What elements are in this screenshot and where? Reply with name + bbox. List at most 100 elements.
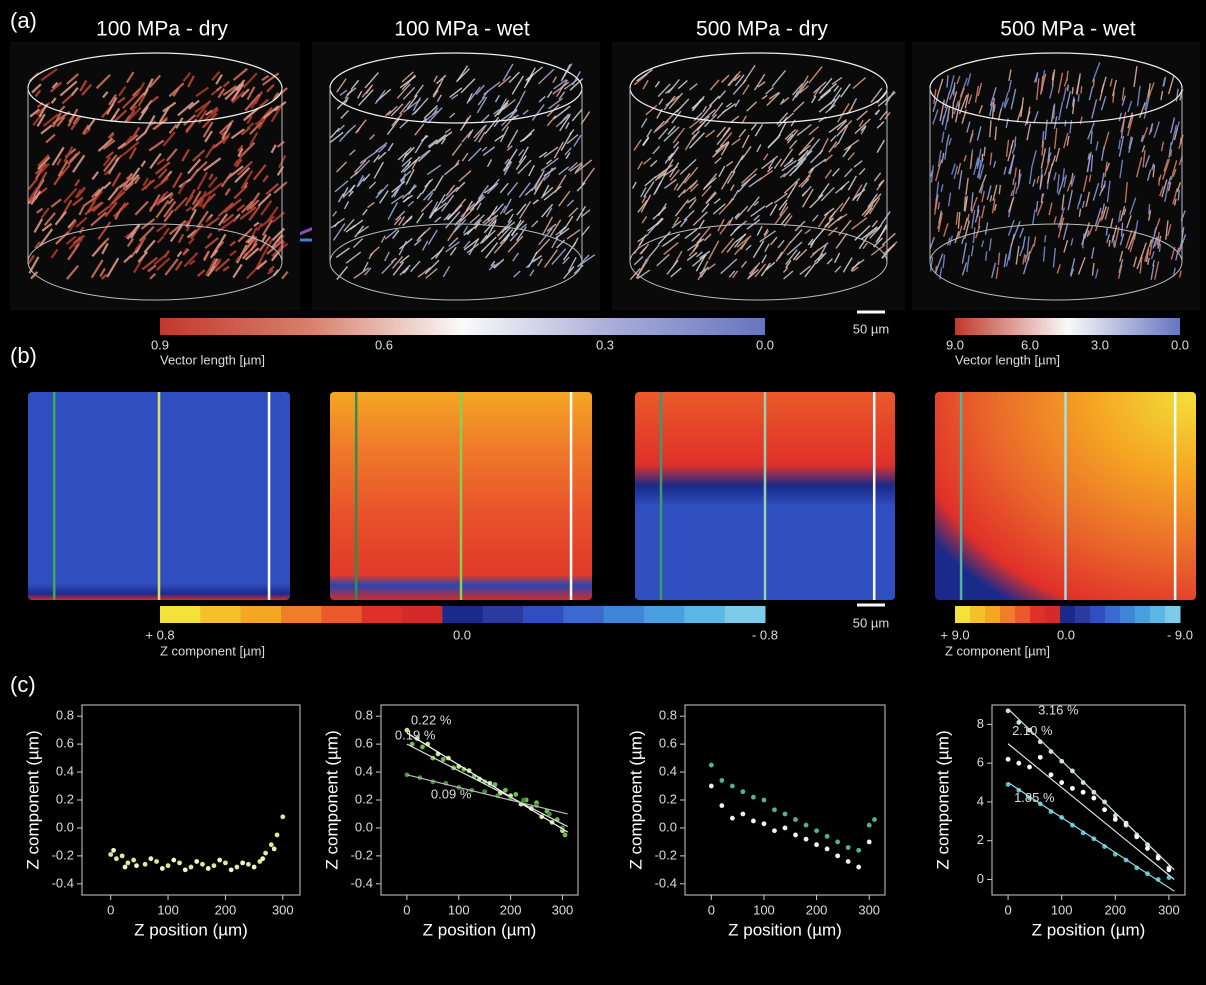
vector: [385, 110, 392, 117]
vector: [1161, 179, 1168, 198]
vector: [797, 153, 806, 162]
vector: [1032, 111, 1039, 124]
vector: [858, 236, 868, 250]
vector: [1008, 80, 1012, 93]
vector: [34, 162, 48, 175]
vector: [97, 237, 110, 251]
vector: [1053, 128, 1058, 150]
vector: [1092, 182, 1100, 201]
colorbar-caption: Z component [µm]: [160, 643, 265, 658]
vector: [86, 118, 96, 131]
vector: [732, 154, 744, 173]
vector: [543, 173, 551, 182]
data-point: [1005, 756, 1011, 762]
vector: [94, 186, 105, 198]
colorbar-tick: 3.0: [1091, 337, 1109, 352]
colorbar-tick: + 9.0: [940, 627, 969, 642]
vector: [380, 235, 386, 243]
vector: [273, 181, 288, 194]
vector: [555, 113, 572, 128]
vector: [375, 142, 388, 153]
vector: [976, 148, 982, 169]
vector: [726, 171, 736, 184]
y-tick-label: 0.6: [355, 736, 373, 751]
vector: [149, 152, 162, 169]
vector: [393, 216, 402, 226]
colorbar-step: [724, 606, 766, 623]
vector: [1178, 244, 1182, 251]
data-point: [1027, 764, 1032, 770]
data-point: [803, 836, 809, 842]
vector: [474, 124, 488, 142]
vector: [933, 89, 937, 104]
data-point: [708, 783, 714, 789]
vector: [637, 161, 643, 170]
vector: [1022, 236, 1026, 249]
vector: [498, 226, 511, 241]
vector: [810, 158, 827, 171]
vector: [1071, 96, 1075, 107]
vector: [1100, 172, 1105, 189]
vector: [102, 139, 116, 150]
data-point: [177, 860, 182, 866]
vector: [1094, 207, 1102, 226]
vector: [386, 118, 400, 136]
vector: [732, 189, 739, 201]
vector: [944, 112, 950, 131]
x-tick-label: 200: [215, 902, 237, 917]
vector: [1156, 231, 1160, 246]
vector: [117, 142, 126, 150]
vector: [502, 63, 514, 82]
vector: [732, 270, 739, 279]
vector: [281, 271, 289, 280]
vector: [465, 200, 474, 212]
vector: [124, 181, 135, 192]
vector: [986, 185, 992, 201]
vector: [420, 199, 433, 213]
vector: [237, 147, 244, 157]
y-tick-label: 0.8: [355, 708, 373, 723]
vector: [108, 93, 117, 106]
vector: [770, 236, 778, 246]
vector: [641, 195, 647, 204]
vector: [141, 256, 159, 271]
vector: [699, 250, 711, 259]
vector: [937, 150, 942, 168]
vector: [475, 84, 485, 95]
fit-annotation: 1.85 %: [1014, 790, 1055, 805]
vector: [629, 267, 641, 281]
vector: [187, 99, 200, 110]
x-tick-label: 300: [552, 902, 574, 917]
data-point: [404, 727, 410, 733]
vector: [107, 156, 120, 175]
vector: [1003, 166, 1007, 175]
vector: [1014, 136, 1017, 146]
vector: [241, 252, 249, 260]
vector: [543, 167, 557, 177]
vector: [345, 251, 362, 264]
vector: [483, 218, 498, 234]
data-point: [562, 832, 568, 838]
data-point: [165, 863, 171, 869]
vector: [989, 195, 993, 202]
data-point: [793, 817, 798, 822]
vector: [237, 144, 244, 152]
vector: [276, 140, 285, 148]
vector: [102, 156, 112, 167]
vector: [966, 255, 970, 273]
vector: [502, 98, 516, 111]
vector: [432, 78, 444, 98]
vector: [937, 202, 941, 210]
vector: [493, 109, 500, 115]
vector: [79, 79, 88, 92]
vector: [854, 118, 871, 135]
vector: [799, 136, 815, 155]
vector: [482, 146, 496, 156]
vector: [952, 91, 958, 105]
vector: [758, 169, 774, 181]
vector: [177, 233, 185, 243]
vector: [823, 207, 835, 217]
vector: [1104, 161, 1108, 178]
vector: [1077, 94, 1080, 102]
vector: [247, 235, 255, 244]
